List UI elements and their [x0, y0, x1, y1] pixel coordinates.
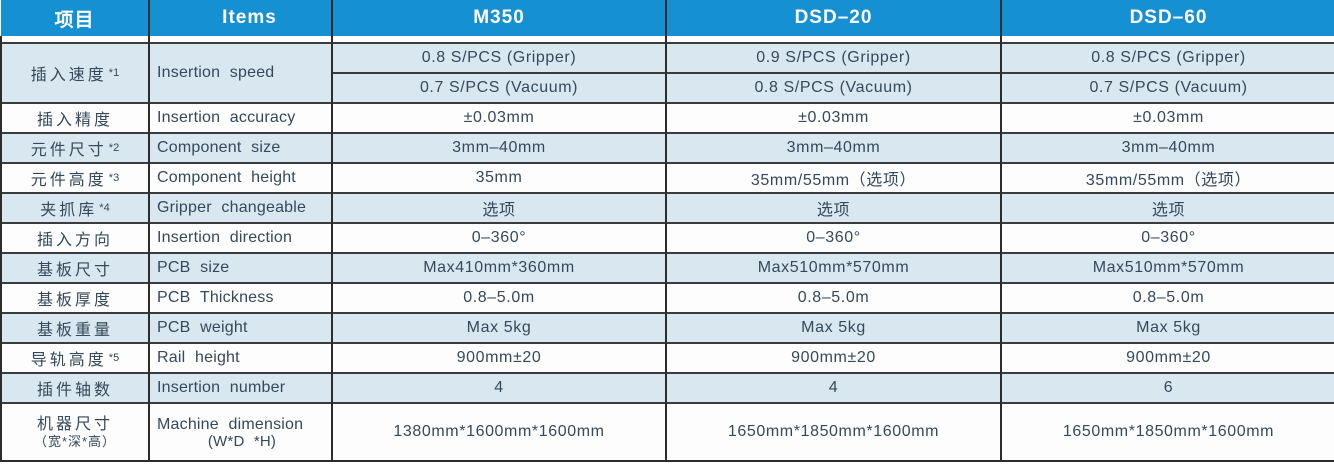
value-cell-dsd60: Max510mm*570mm — [1000, 252, 1334, 283]
value-cell-dsd60: 6 — [1000, 372, 1334, 403]
label-cn-cell: 基板厚度 — [0, 282, 149, 313]
label-cn-cell: 插入精度 — [0, 102, 149, 133]
table-row: 夹抓库 *4 Gripper changeable 选项 选项 选项 — [0, 192, 1334, 223]
label-en-cell: PCB Thickness — [148, 282, 332, 313]
value-cell-dsd60: 0.7 S/PCS (Vacuum) — [1000, 72, 1334, 103]
header-model-dsd60: DSD–60 — [1000, 0, 1334, 36]
value-cell-m350: 0.7 S/PCS (Vacuum) — [331, 72, 666, 103]
value-cell-dsd20: 4 — [665, 372, 1001, 403]
header-model-m350: M350 — [331, 0, 666, 36]
header-label-en: Items — [148, 0, 332, 36]
value-cell-m350: 0–360° — [331, 222, 666, 253]
value-cell-dsd20: 35mm/55mm（选项） — [665, 162, 1001, 193]
value-cell-dsd60: 选项 — [1000, 192, 1334, 223]
value-cell-m350: 4 — [331, 372, 666, 403]
value-cell-dsd60: 3mm–40mm — [1000, 132, 1334, 163]
value-cell-dsd20: Max 5kg — [665, 312, 1001, 343]
value-cell-dsd60: 1650mm*1850mm*1600mm — [1000, 402, 1334, 462]
label-en-cell: Component height — [148, 162, 332, 193]
label-en-cell: Insertion direction — [148, 222, 332, 253]
value-cell-m350: 选项 — [331, 192, 666, 223]
header-model-dsd20: DSD–20 — [665, 0, 1001, 36]
value-cell-dsd20: ±0.03mm — [665, 102, 1001, 133]
table-row: 机器尺寸 （宽*深*高） Machine dimension (W*D *H) … — [0, 402, 1334, 462]
label-cn-cell: 插入速度 *1 — [0, 42, 149, 103]
label-cn: 机器尺寸 — [36, 416, 113, 433]
table-row: 0.7 S/PCS (Vacuum) 0.8 S/PCS (Vacuum) 0.… — [1, 72, 1334, 103]
value-cell-dsd60: ±0.03mm — [1000, 102, 1334, 133]
value-cell-dsd20: Max510mm*570mm — [665, 252, 1001, 283]
table-row: 基板尺寸 PCB size Max410mm*360mm Max510mm*57… — [0, 252, 1334, 283]
value-cell-dsd20: 3mm–40mm — [665, 132, 1001, 163]
label-en: Machine dimension — [157, 416, 304, 433]
table-row: 插件轴数 Insertion number 4 4 6 — [0, 372, 1334, 403]
label-en-cell: Insertion number — [148, 372, 332, 403]
value-cell-dsd20: 0–360° — [665, 222, 1001, 253]
value-cell-m350: 0.8–5.0m — [331, 282, 666, 313]
value-cell-dsd20: 0.8–5.0m — [665, 282, 1001, 313]
value-cell-m350: 1380mm*1600mm*1600mm — [331, 402, 666, 462]
label-en-cell: Rail height — [148, 342, 332, 373]
label-cn-cell: 基板尺寸 — [0, 252, 149, 283]
footnote-marker: *2 — [108, 142, 120, 154]
label-cn: 夹抓库 — [40, 202, 98, 219]
table-row: 导轨高度 *5 Rail height 900mm±20 900mm±20 900… — [0, 342, 1334, 373]
label-en-cell: PCB weight — [148, 312, 332, 343]
header-row: 项目 Items M350 DSD–20 DSD–60 — [1, 0, 1334, 36]
label-en-sub: (W*D *H) — [207, 433, 277, 450]
value-cell-dsd20: 0.8 S/PCS (Vacuum) — [665, 72, 1001, 103]
table-row: 插入速度 *1 Insertion speed 0.8 S/PCS (Grippe… — [0, 42, 1334, 103]
label-en-cell: Machine dimension (W*D *H) — [148, 402, 332, 462]
label-cn-sub: （宽*深*高） — [33, 434, 117, 449]
table-row: 插入方向 Insertion direction 0–360° 0–360° 0… — [0, 222, 1334, 253]
label-en-cell: Insertion speed — [148, 42, 332, 103]
label-en-cell: Gripper changeable — [148, 192, 332, 223]
value-cell-dsd20: 1650mm*1850mm*1600mm — [665, 402, 1001, 462]
value-cell-dsd60: Max 5kg — [1000, 312, 1334, 343]
label-en-cell: PCB size — [148, 252, 332, 283]
value-cell-dsd60: 0–360° — [1000, 222, 1334, 253]
label-cn-cell: 基板重量 — [0, 312, 149, 343]
label-cn-cell: 元件高度 *3 — [0, 162, 149, 193]
value-cell-dsd60: 35mm/55mm（选项） — [1000, 162, 1334, 193]
label-cn: 导轨高度 — [30, 352, 107, 369]
value-cell-m350: 900mm±20 — [331, 342, 666, 373]
label-cn-cell: 机器尺寸 （宽*深*高） — [0, 402, 149, 462]
value-cell-dsd60: 900mm±20 — [1000, 342, 1334, 373]
label-cn-cell: 夹抓库 *4 — [0, 192, 149, 223]
value-cell-dsd60: 0.8–5.0m — [1000, 282, 1334, 313]
value-cell-m350: Max 5kg — [331, 312, 666, 343]
label-cn: 元件高度 — [30, 172, 107, 189]
value-cell-m350: 3mm–40mm — [331, 132, 666, 163]
footnote-marker: *3 — [108, 172, 120, 184]
value-cell-m350: 0.8 S/PCS (Gripper) — [331, 42, 666, 73]
label-cn-cell: 导轨高度 *5 — [0, 342, 149, 373]
value-cell-m350: 35mm — [331, 162, 666, 193]
label-cn: 插入速度 — [30, 67, 107, 84]
label-cn: 元件尺寸 — [30, 142, 107, 159]
header-label-cn: 项目 — [1, 0, 149, 36]
table-row: 元件高度 *3 Component height 35mm 35mm/55mm（选… — [0, 162, 1334, 193]
header-spacer — [0, 36, 1334, 43]
label-cn-cell: 插件轴数 — [0, 372, 149, 403]
footnote-marker: *5 — [108, 352, 120, 364]
value-cell-dsd20: 选项 — [665, 192, 1001, 223]
value-cell-dsd20: 900mm±20 — [665, 342, 1001, 373]
table-row: 基板重量 PCB weight Max 5kg Max 5kg Max 5kg — [0, 312, 1334, 343]
value-cell-dsd20: 0.9 S/PCS (Gripper) — [665, 42, 1001, 73]
footnote-marker: *1 — [108, 67, 120, 79]
table-row: 基板厚度 PCB Thickness 0.8–5.0m 0.8–5.0m 0.8… — [0, 282, 1334, 313]
label-en-cell: Insertion accuracy — [148, 102, 332, 133]
table-row: 插入精度 Insertion accuracy ±0.03mm ±0.03mm … — [0, 102, 1334, 133]
value-cell-dsd60: 0.8 S/PCS (Gripper) — [1000, 42, 1334, 73]
label-cn-cell: 元件尺寸 *2 — [0, 132, 149, 163]
value-cell-m350: ±0.03mm — [331, 102, 666, 133]
table-row: 元件尺寸 *2 Component size 3mm–40mm 3mm–40mm … — [0, 132, 1334, 163]
label-en-cell: Component size — [148, 132, 332, 163]
footnote-marker: *4 — [99, 202, 110, 214]
label-cn-cell: 插入方向 — [0, 222, 149, 253]
value-cell-m350: Max410mm*360mm — [331, 252, 666, 283]
